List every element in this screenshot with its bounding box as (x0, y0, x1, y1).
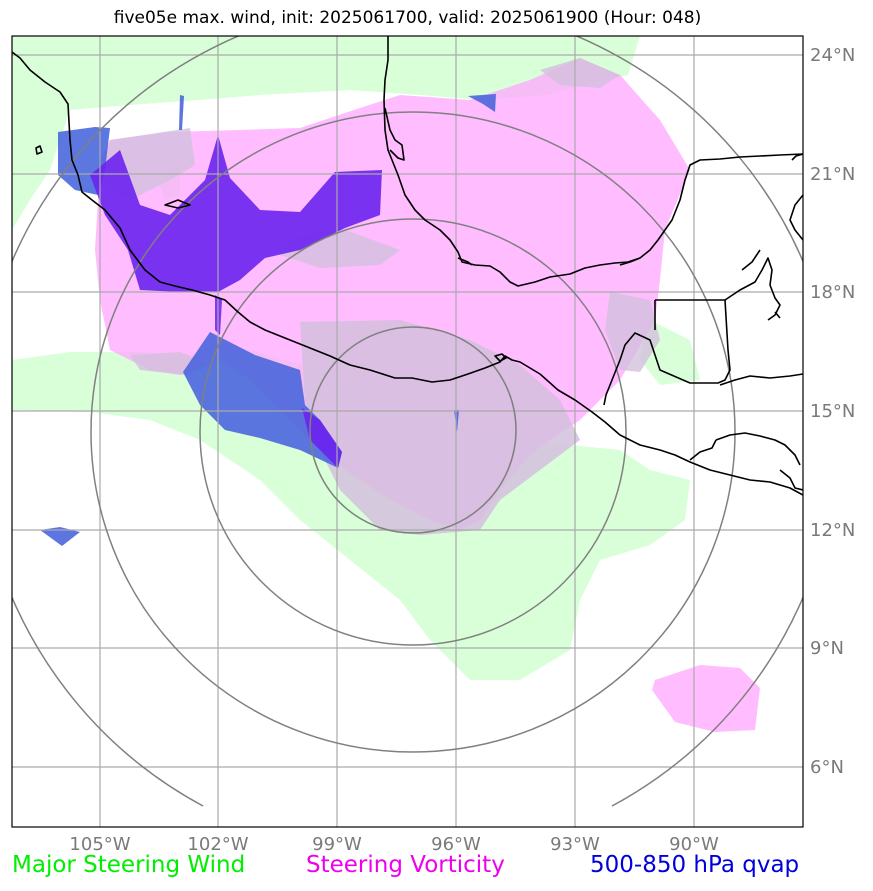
lat-tick: 24°N (810, 45, 855, 66)
lat-tick: 21°N (810, 164, 855, 185)
map-frame (11, 35, 804, 828)
latitude-labels: 24°N 21°N 18°N 15°N 12°N 9°N 6°N (810, 45, 855, 778)
lon-tick: 90°W (669, 834, 719, 855)
longitude-labels: 105°W 102°W 99°W 96°W 93°W 90°W (69, 834, 719, 855)
coastlines (12, 36, 803, 496)
lon-tick: 99°W (312, 834, 362, 855)
legend-steering-vorticity: Steering Vorticity (306, 852, 505, 878)
range-rings (12, 36, 803, 807)
legend-steering-wind: Major Steering Wind (12, 852, 246, 878)
qvap-layer (40, 94, 496, 546)
lon-tick: 102°W (187, 834, 248, 855)
lon-tick: 96°W (431, 834, 481, 855)
legend-qvap: 500-850 hPa qvap (590, 852, 800, 878)
lon-tick: 105°W (69, 834, 130, 855)
lat-tick: 6°N (810, 757, 844, 778)
lat-tick: 18°N (810, 282, 855, 303)
lat-tick: 15°N (810, 401, 855, 422)
map-title: five05e max. wind, init: 2025061700, val… (113, 8, 702, 28)
lat-tick: 9°N (810, 638, 844, 659)
lat-tick: 12°N (810, 520, 855, 541)
steering-vorticity-layer (95, 58, 760, 732)
lon-tick: 93°W (550, 834, 600, 855)
